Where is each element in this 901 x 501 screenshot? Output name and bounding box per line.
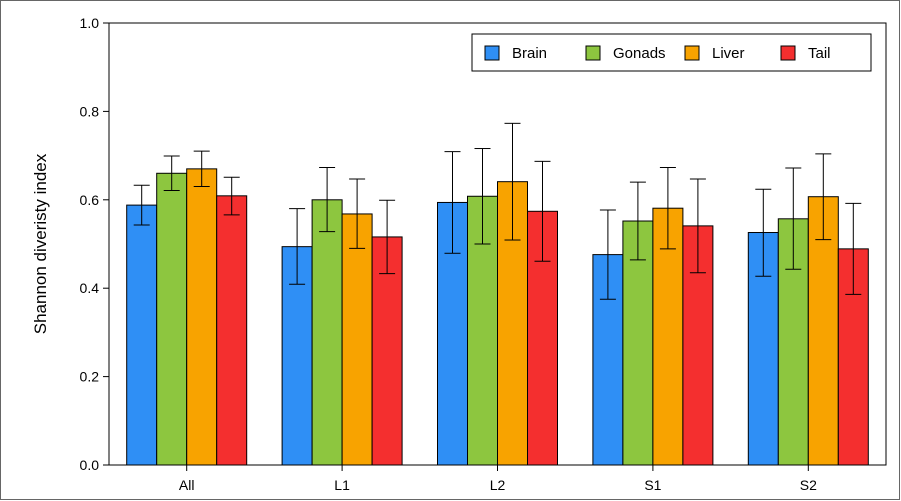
x-tick-label: S2 (800, 477, 817, 493)
bar-gonads-all (156, 172, 188, 466)
error-bars-group (133, 122, 862, 300)
legend-label-brain: Brain (512, 45, 547, 62)
legend-swatch-gonads (585, 45, 601, 61)
x-tick-label: L1 (334, 477, 350, 493)
y-tick-label: 0.0 (80, 457, 100, 473)
bar-liver-all (186, 168, 218, 466)
y-tick-label: 0.2 (80, 369, 100, 385)
bar-brain-all (126, 204, 158, 466)
bar-tail-all (216, 195, 248, 466)
legend-swatch-tail (780, 45, 796, 61)
legend-box (471, 33, 872, 72)
legend-label-tail: Tail (808, 45, 831, 62)
legend-label-liver: Liver (712, 45, 745, 62)
y-tick-label: 0.6 (80, 192, 100, 208)
x-tick-label: All (179, 477, 195, 493)
legend-swatch-brain (484, 45, 500, 61)
y-axis: 0.0 0.2 0.4 0.6 0.8 1.0 (80, 15, 109, 473)
bars-group (126, 168, 869, 466)
x-tick-label: S1 (644, 477, 661, 493)
y-axis-title: Shannon diveristy index (31, 153, 50, 334)
legend-label-gonads: Gonads (613, 45, 666, 62)
x-axis: All L1 L2 S1 S2 (179, 465, 817, 493)
y-tick-label: 0.4 (80, 280, 100, 296)
y-tick-label: 0.8 (80, 103, 100, 119)
bar-gonads-l1 (311, 199, 343, 466)
bar-liver-l1 (341, 213, 373, 466)
y-tick-label: 1.0 (80, 15, 100, 31)
legend: Brain Gonads Liver Tail (471, 33, 872, 72)
x-tick-label: L2 (490, 477, 506, 493)
bar-liver-s2 (807, 196, 839, 466)
legend-swatch-liver (684, 45, 700, 61)
